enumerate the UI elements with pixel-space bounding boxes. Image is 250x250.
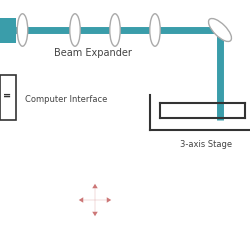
Text: =: = bbox=[3, 90, 12, 100]
FancyArrow shape bbox=[92, 184, 98, 200]
Bar bbox=[0, 75, 16, 120]
Text: Computer Interface: Computer Interface bbox=[25, 96, 107, 104]
Text: 3-axis Stage: 3-axis Stage bbox=[180, 140, 232, 149]
FancyArrow shape bbox=[79, 197, 95, 203]
Ellipse shape bbox=[17, 14, 28, 46]
Ellipse shape bbox=[110, 14, 120, 46]
Ellipse shape bbox=[208, 18, 232, 42]
Bar bbox=[0, 18, 16, 42]
Ellipse shape bbox=[150, 14, 160, 46]
FancyArrow shape bbox=[95, 197, 111, 203]
Ellipse shape bbox=[70, 14, 80, 46]
FancyArrow shape bbox=[92, 200, 98, 216]
Text: Beam Expander: Beam Expander bbox=[54, 48, 132, 58]
